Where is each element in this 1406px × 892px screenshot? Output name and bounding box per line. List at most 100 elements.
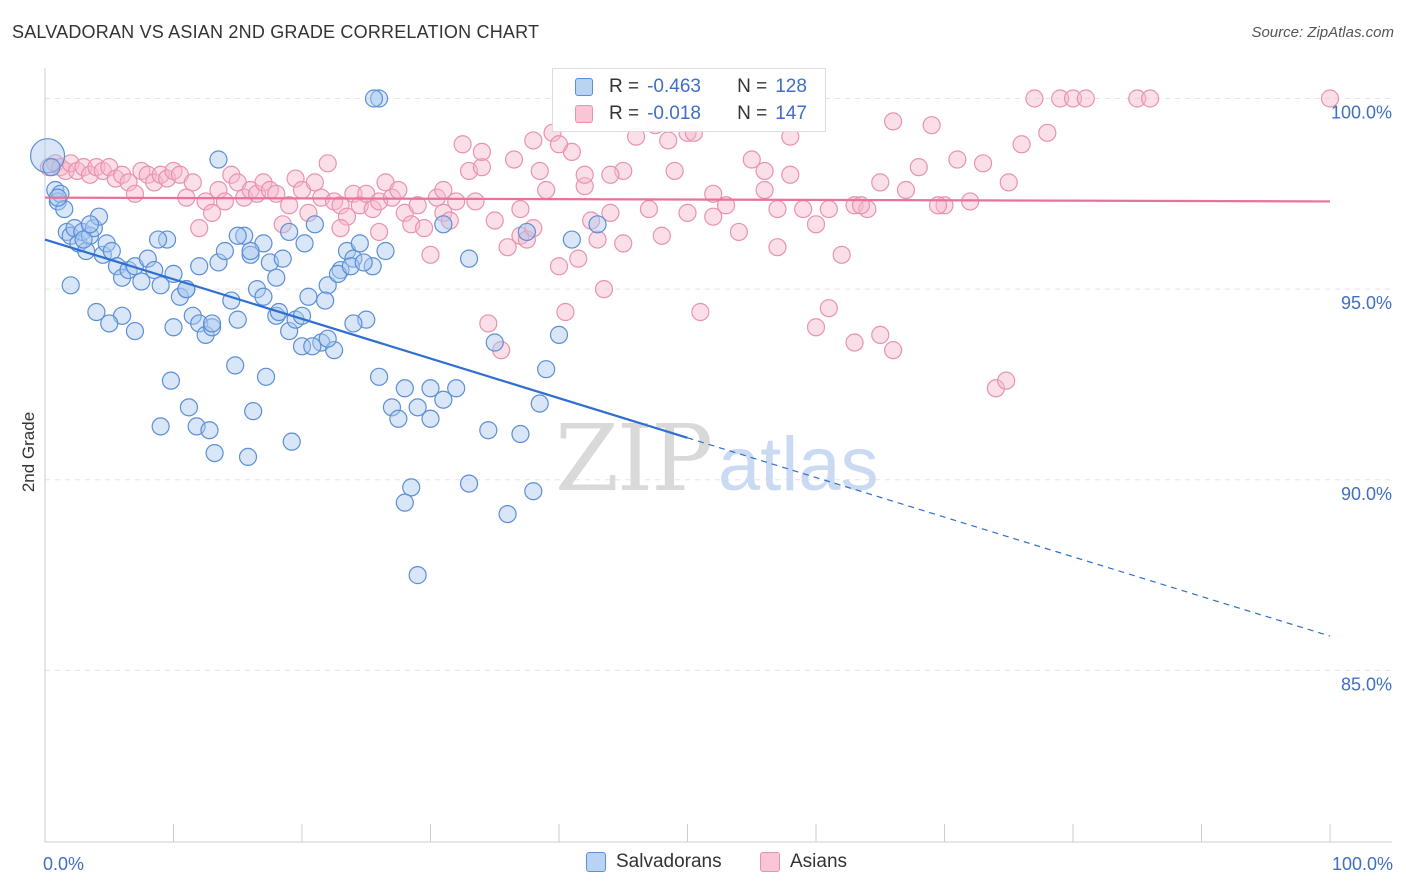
salvadoran-point	[344, 314, 363, 333]
salvadoran-point	[183, 306, 202, 325]
asian-point	[498, 238, 517, 257]
salvadoran-point	[200, 421, 219, 440]
legend-swatch-pink	[575, 105, 593, 123]
asian-point	[614, 234, 633, 253]
salvadoran-point	[215, 241, 234, 261]
salvadoran-point	[325, 341, 344, 360]
legend-row-asians: R = -0.018 N = 147	[575, 102, 807, 126]
salvadoran-point	[316, 291, 335, 310]
asian-point	[569, 249, 588, 268]
asian-point	[215, 192, 234, 211]
watermark-atlas: atlas	[718, 422, 879, 507]
asian-point	[331, 196, 350, 215]
asian-point	[556, 302, 575, 322]
salvadoran-point	[382, 398, 402, 417]
salvadoran-point	[389, 409, 408, 428]
asian-point	[472, 142, 491, 161]
asian-point	[704, 207, 723, 226]
salvadoran-trend-line	[44, 238, 688, 439]
asian-point	[447, 192, 466, 211]
salvadoran-point	[74, 230, 93, 249]
asian-point	[453, 135, 472, 154]
asian-point	[601, 203, 620, 222]
salvadoran-point	[530, 394, 549, 413]
asian-point	[389, 180, 408, 200]
salvadoran-point	[132, 272, 151, 291]
asian-point	[922, 116, 941, 135]
asian-point	[414, 219, 434, 238]
axes	[44, 68, 1392, 843]
salvadoran-point	[280, 321, 299, 341]
asian-point	[819, 299, 838, 318]
y-tick-label: 95.0%	[1341, 293, 1392, 313]
asian-point	[845, 333, 864, 352]
asian-point	[601, 165, 620, 184]
salvadoran-point	[421, 409, 440, 428]
asian-point	[202, 203, 222, 222]
asian-point	[286, 169, 305, 188]
asian-point	[639, 199, 659, 219]
salvadoran-point	[170, 287, 190, 306]
salvadoran-point	[395, 379, 414, 398]
watermark: ZIP atlas	[555, 405, 879, 512]
legend-item-salvadorans[interactable]: Salvadorans	[586, 851, 722, 873]
y-tick-label: 100.0%	[1331, 103, 1392, 123]
legend-item-asians[interactable]: Asians	[760, 851, 847, 873]
asian-point	[183, 173, 202, 192]
asian-point	[337, 207, 357, 226]
asian-point	[806, 318, 826, 337]
asian-point	[575, 165, 594, 184]
n-value: 147	[775, 103, 807, 124]
correlation-legend: R = -0.463 N = 128 R = -0.018 N = 147	[552, 68, 826, 132]
salvadoran-point	[376, 241, 395, 261]
asian-point	[331, 219, 350, 238]
legend-swatch-blue	[575, 78, 593, 96]
asian-trend-line	[44, 196, 1331, 203]
salvadoran-point	[408, 566, 427, 585]
salvadoran-point	[498, 504, 517, 524]
y-tick-label: 85.0%	[1341, 674, 1392, 694]
salvadoran-point	[459, 474, 479, 493]
asian-point	[999, 173, 1018, 192]
asian-point	[768, 238, 787, 257]
salvadoran-point	[354, 253, 373, 272]
salvadoran-point	[318, 276, 337, 295]
salvadoran-point	[80, 215, 100, 234]
asian-point	[222, 165, 241, 184]
n-label: N =	[737, 76, 768, 97]
trend-lines	[44, 196, 1331, 637]
asian-point	[370, 222, 389, 242]
asian-point	[896, 180, 916, 200]
asian-point	[755, 180, 774, 200]
salvadoran-point	[138, 249, 157, 268]
source-label: Source: ZipAtlas.com	[1251, 24, 1394, 41]
r-value: -0.463	[647, 76, 701, 97]
asian-point	[190, 219, 209, 238]
asian-point	[427, 188, 447, 207]
asian-point	[1038, 123, 1057, 142]
salvadoran-point	[363, 257, 382, 276]
asian-point	[524, 131, 543, 150]
asian-point	[549, 135, 569, 154]
salvadoran-point	[256, 367, 276, 386]
salvadoran-point	[228, 226, 247, 245]
asian-point	[125, 184, 145, 203]
asian-point	[254, 173, 273, 192]
y-tick-label: 90.0%	[1341, 484, 1392, 504]
salvadoran-point	[524, 482, 543, 501]
salvadoran-point	[196, 325, 215, 344]
asian-point	[652, 226, 671, 245]
grid-lines	[45, 98, 1392, 671]
asian-point	[755, 161, 774, 181]
salvadoran-point	[408, 398, 427, 417]
salvadoran-point	[295, 234, 314, 253]
salvadoran-point	[517, 222, 536, 242]
asian-point	[408, 196, 427, 215]
salvadoran-point	[459, 249, 479, 268]
asian-point	[594, 280, 614, 299]
asian-point	[549, 257, 569, 276]
salvadoran-point	[549, 325, 569, 344]
asian-point	[871, 325, 890, 344]
n-value: 128	[775, 76, 807, 97]
asian-point	[986, 379, 1006, 398]
